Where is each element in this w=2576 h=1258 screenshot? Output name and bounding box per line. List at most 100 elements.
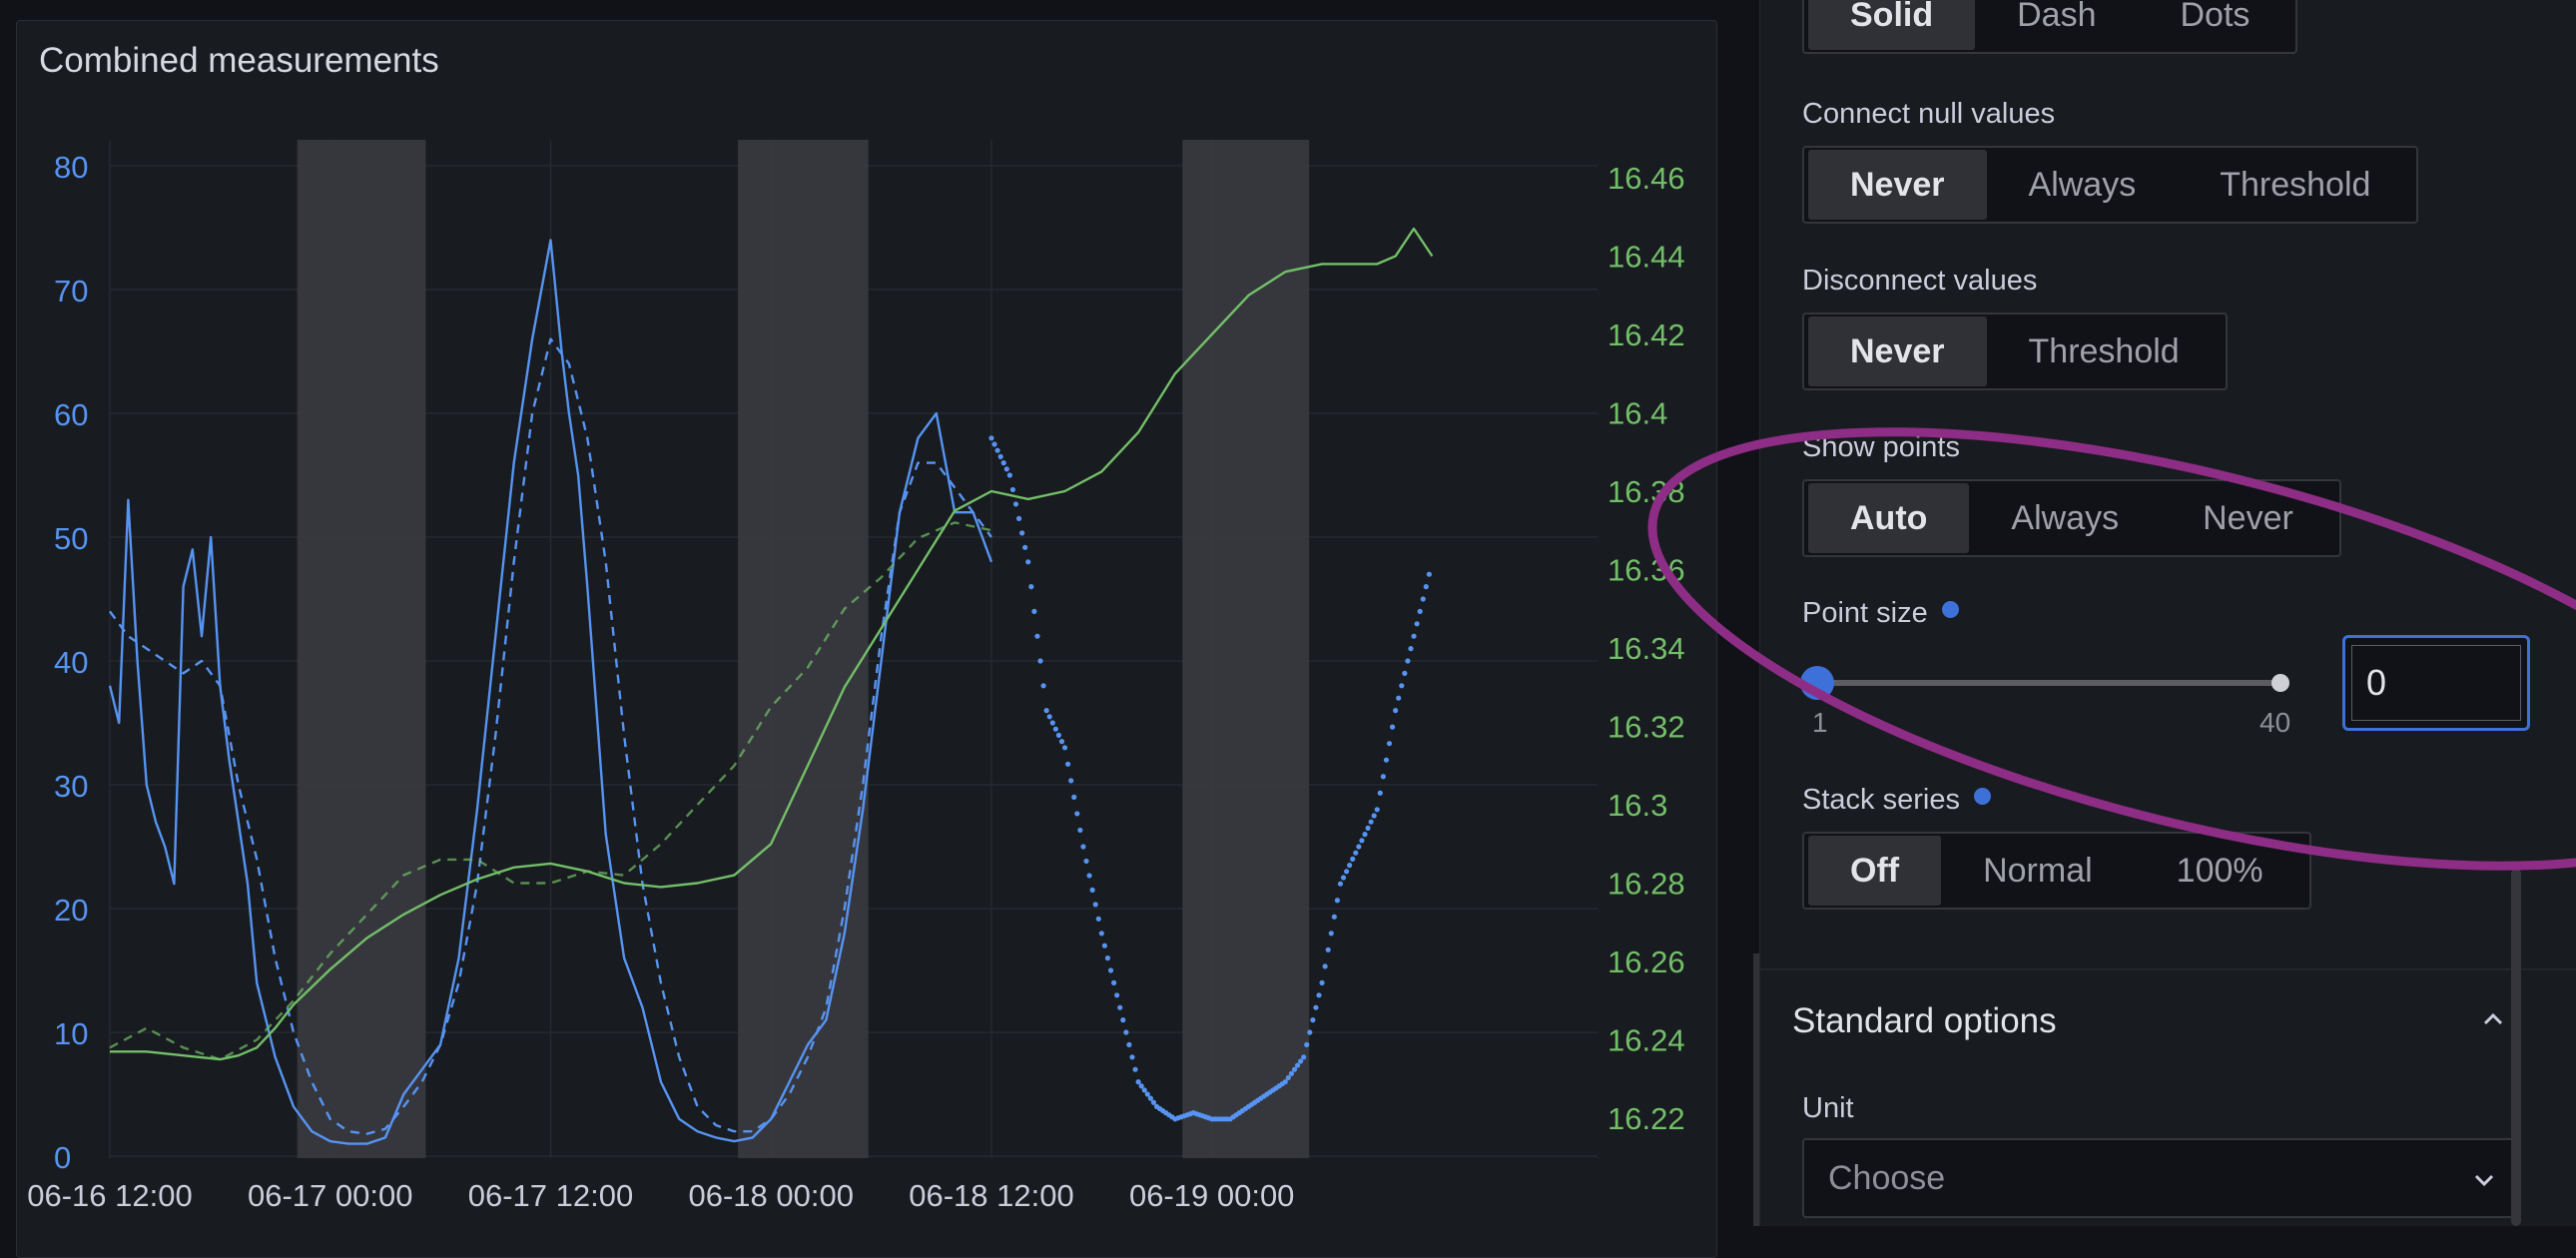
series-point bbox=[1095, 916, 1101, 922]
stack-series-100-option[interactable]: 100% bbox=[2176, 851, 2263, 890]
series-point bbox=[1322, 963, 1328, 969]
series-point bbox=[1304, 1041, 1310, 1047]
series-point bbox=[1037, 658, 1043, 664]
options-pane: Solid Dash Dots Connect null values Neve… bbox=[1759, 0, 2576, 1226]
series-point bbox=[1065, 761, 1071, 767]
series-point bbox=[1353, 850, 1359, 856]
series-point bbox=[1411, 633, 1417, 639]
show-points-label: Show points bbox=[1802, 431, 1960, 463]
connect-null-threshold-option[interactable]: Threshold bbox=[2220, 165, 2371, 204]
connect-null-radio: Never Always Threshold bbox=[1802, 146, 2419, 224]
x-tick-label: 06-17 12:00 bbox=[468, 1178, 633, 1213]
series-point bbox=[1012, 501, 1019, 507]
series-point bbox=[1316, 992, 1322, 998]
point-size-input[interactable] bbox=[2351, 645, 2521, 721]
series-point bbox=[1423, 584, 1429, 590]
series-point bbox=[1420, 596, 1426, 602]
line-style-dash-option[interactable]: Dash bbox=[2017, 0, 2097, 34]
series-point bbox=[1150, 1099, 1157, 1105]
series-point bbox=[1086, 873, 1092, 879]
y-right-tick-label: 16.3 bbox=[1608, 788, 1667, 823]
series-point bbox=[1331, 914, 1337, 920]
series-point bbox=[1141, 1087, 1147, 1093]
series-point bbox=[988, 435, 994, 441]
series-point bbox=[1117, 1004, 1123, 1010]
standard-options-header[interactable]: Standard options bbox=[1792, 1001, 2057, 1040]
series-point bbox=[994, 447, 1000, 453]
stack-series-normal-option[interactable]: Normal bbox=[1983, 851, 2093, 890]
connect-null-always-option[interactable]: Always bbox=[2028, 165, 2137, 204]
y-right-tick-label: 16.34 bbox=[1608, 631, 1685, 666]
y-right-tick-label: 16.46 bbox=[1608, 161, 1685, 196]
series-point bbox=[1383, 757, 1390, 763]
series-point bbox=[1298, 1058, 1304, 1064]
x-tick-label: 06-18 12:00 bbox=[909, 1178, 1073, 1213]
series-point bbox=[1325, 946, 1331, 952]
series-point bbox=[1356, 844, 1362, 850]
series-point bbox=[1114, 992, 1120, 998]
point-size-slider-min: 1 bbox=[1812, 707, 1828, 738]
chevron-up-icon[interactable] bbox=[2481, 1001, 2505, 1035]
point-size-slider-max: 40 bbox=[2259, 707, 2291, 738]
y-right-tick-label: 16.32 bbox=[1608, 710, 1685, 745]
disconnect-threshold-option[interactable]: Threshold bbox=[2028, 331, 2180, 370]
series-point bbox=[1377, 790, 1383, 796]
series-point bbox=[1402, 670, 1408, 677]
show-points-never-option[interactable]: Never bbox=[2203, 498, 2293, 537]
series-point bbox=[1313, 1004, 1319, 1010]
y-right-tick-label: 16.36 bbox=[1608, 553, 1685, 588]
y-right-tick-label: 16.22 bbox=[1608, 1101, 1685, 1136]
series-point bbox=[1396, 695, 1402, 701]
series-point bbox=[1126, 1041, 1132, 1047]
series-point bbox=[1288, 1070, 1295, 1076]
series-point bbox=[1138, 1083, 1144, 1089]
series-point bbox=[1359, 838, 1365, 844]
unit-select[interactable]: Choose bbox=[1802, 1138, 2521, 1218]
series-point bbox=[1074, 811, 1080, 817]
series-point bbox=[1337, 881, 1344, 887]
series-point bbox=[1350, 856, 1356, 863]
series-point bbox=[1135, 1079, 1141, 1085]
series-point bbox=[1031, 608, 1037, 615]
series-point bbox=[1334, 898, 1341, 904]
stack-series-off-option[interactable]: Off bbox=[1808, 836, 1942, 906]
series-point bbox=[1371, 813, 1377, 819]
series-point bbox=[1389, 724, 1396, 730]
options-scrollbar[interactable] bbox=[2511, 869, 2521, 1226]
point-size-slider-track[interactable] bbox=[1816, 680, 2283, 686]
series-point bbox=[1144, 1091, 1150, 1097]
series-point bbox=[1368, 819, 1374, 825]
series-point bbox=[1043, 708, 1049, 714]
series-point bbox=[1052, 726, 1058, 732]
unit-label: Unit bbox=[1802, 1092, 1854, 1124]
show-points-auto-option[interactable]: Auto bbox=[1808, 483, 1970, 553]
x-tick-label: 06-17 00:00 bbox=[248, 1178, 412, 1213]
connect-null-never-option[interactable]: Never bbox=[1808, 150, 1987, 220]
y-left-tick-label: 0 bbox=[54, 1140, 71, 1175]
y-right-tick-label: 16.42 bbox=[1608, 317, 1685, 352]
line-style-solid-option[interactable]: Solid bbox=[1808, 0, 1976, 50]
modified-indicator-icon bbox=[1941, 601, 1959, 618]
series-point bbox=[1019, 530, 1025, 536]
stack-series-label: Stack series bbox=[1802, 784, 1960, 816]
series-line bbox=[109, 521, 992, 1061]
line-style-dots-option[interactable]: Dots bbox=[2180, 0, 2251, 34]
x-tick-label: 06-19 00:00 bbox=[1129, 1178, 1294, 1213]
modified-indicator-icon bbox=[1973, 788, 1991, 805]
series-point bbox=[1028, 584, 1034, 590]
series-point bbox=[997, 453, 1003, 459]
show-points-always-option[interactable]: Always bbox=[2011, 498, 2120, 537]
series-point bbox=[1417, 608, 1423, 615]
y-left-tick-label: 60 bbox=[54, 397, 88, 432]
pane-resize-handle[interactable] bbox=[1753, 953, 1759, 1226]
series-point bbox=[991, 441, 997, 447]
point-size-slider-max-marker bbox=[2271, 674, 2289, 692]
series-point bbox=[1092, 902, 1098, 908]
disconnect-never-option[interactable]: Never bbox=[1808, 316, 1987, 386]
series-point bbox=[1110, 979, 1117, 986]
series-point bbox=[1282, 1079, 1288, 1085]
point-size-slider-handle[interactable] bbox=[1800, 666, 1834, 700]
y-right-tick-label: 16.44 bbox=[1608, 240, 1685, 275]
panel-title: Combined measurements bbox=[39, 41, 439, 80]
y-left-tick-label: 50 bbox=[54, 521, 88, 556]
